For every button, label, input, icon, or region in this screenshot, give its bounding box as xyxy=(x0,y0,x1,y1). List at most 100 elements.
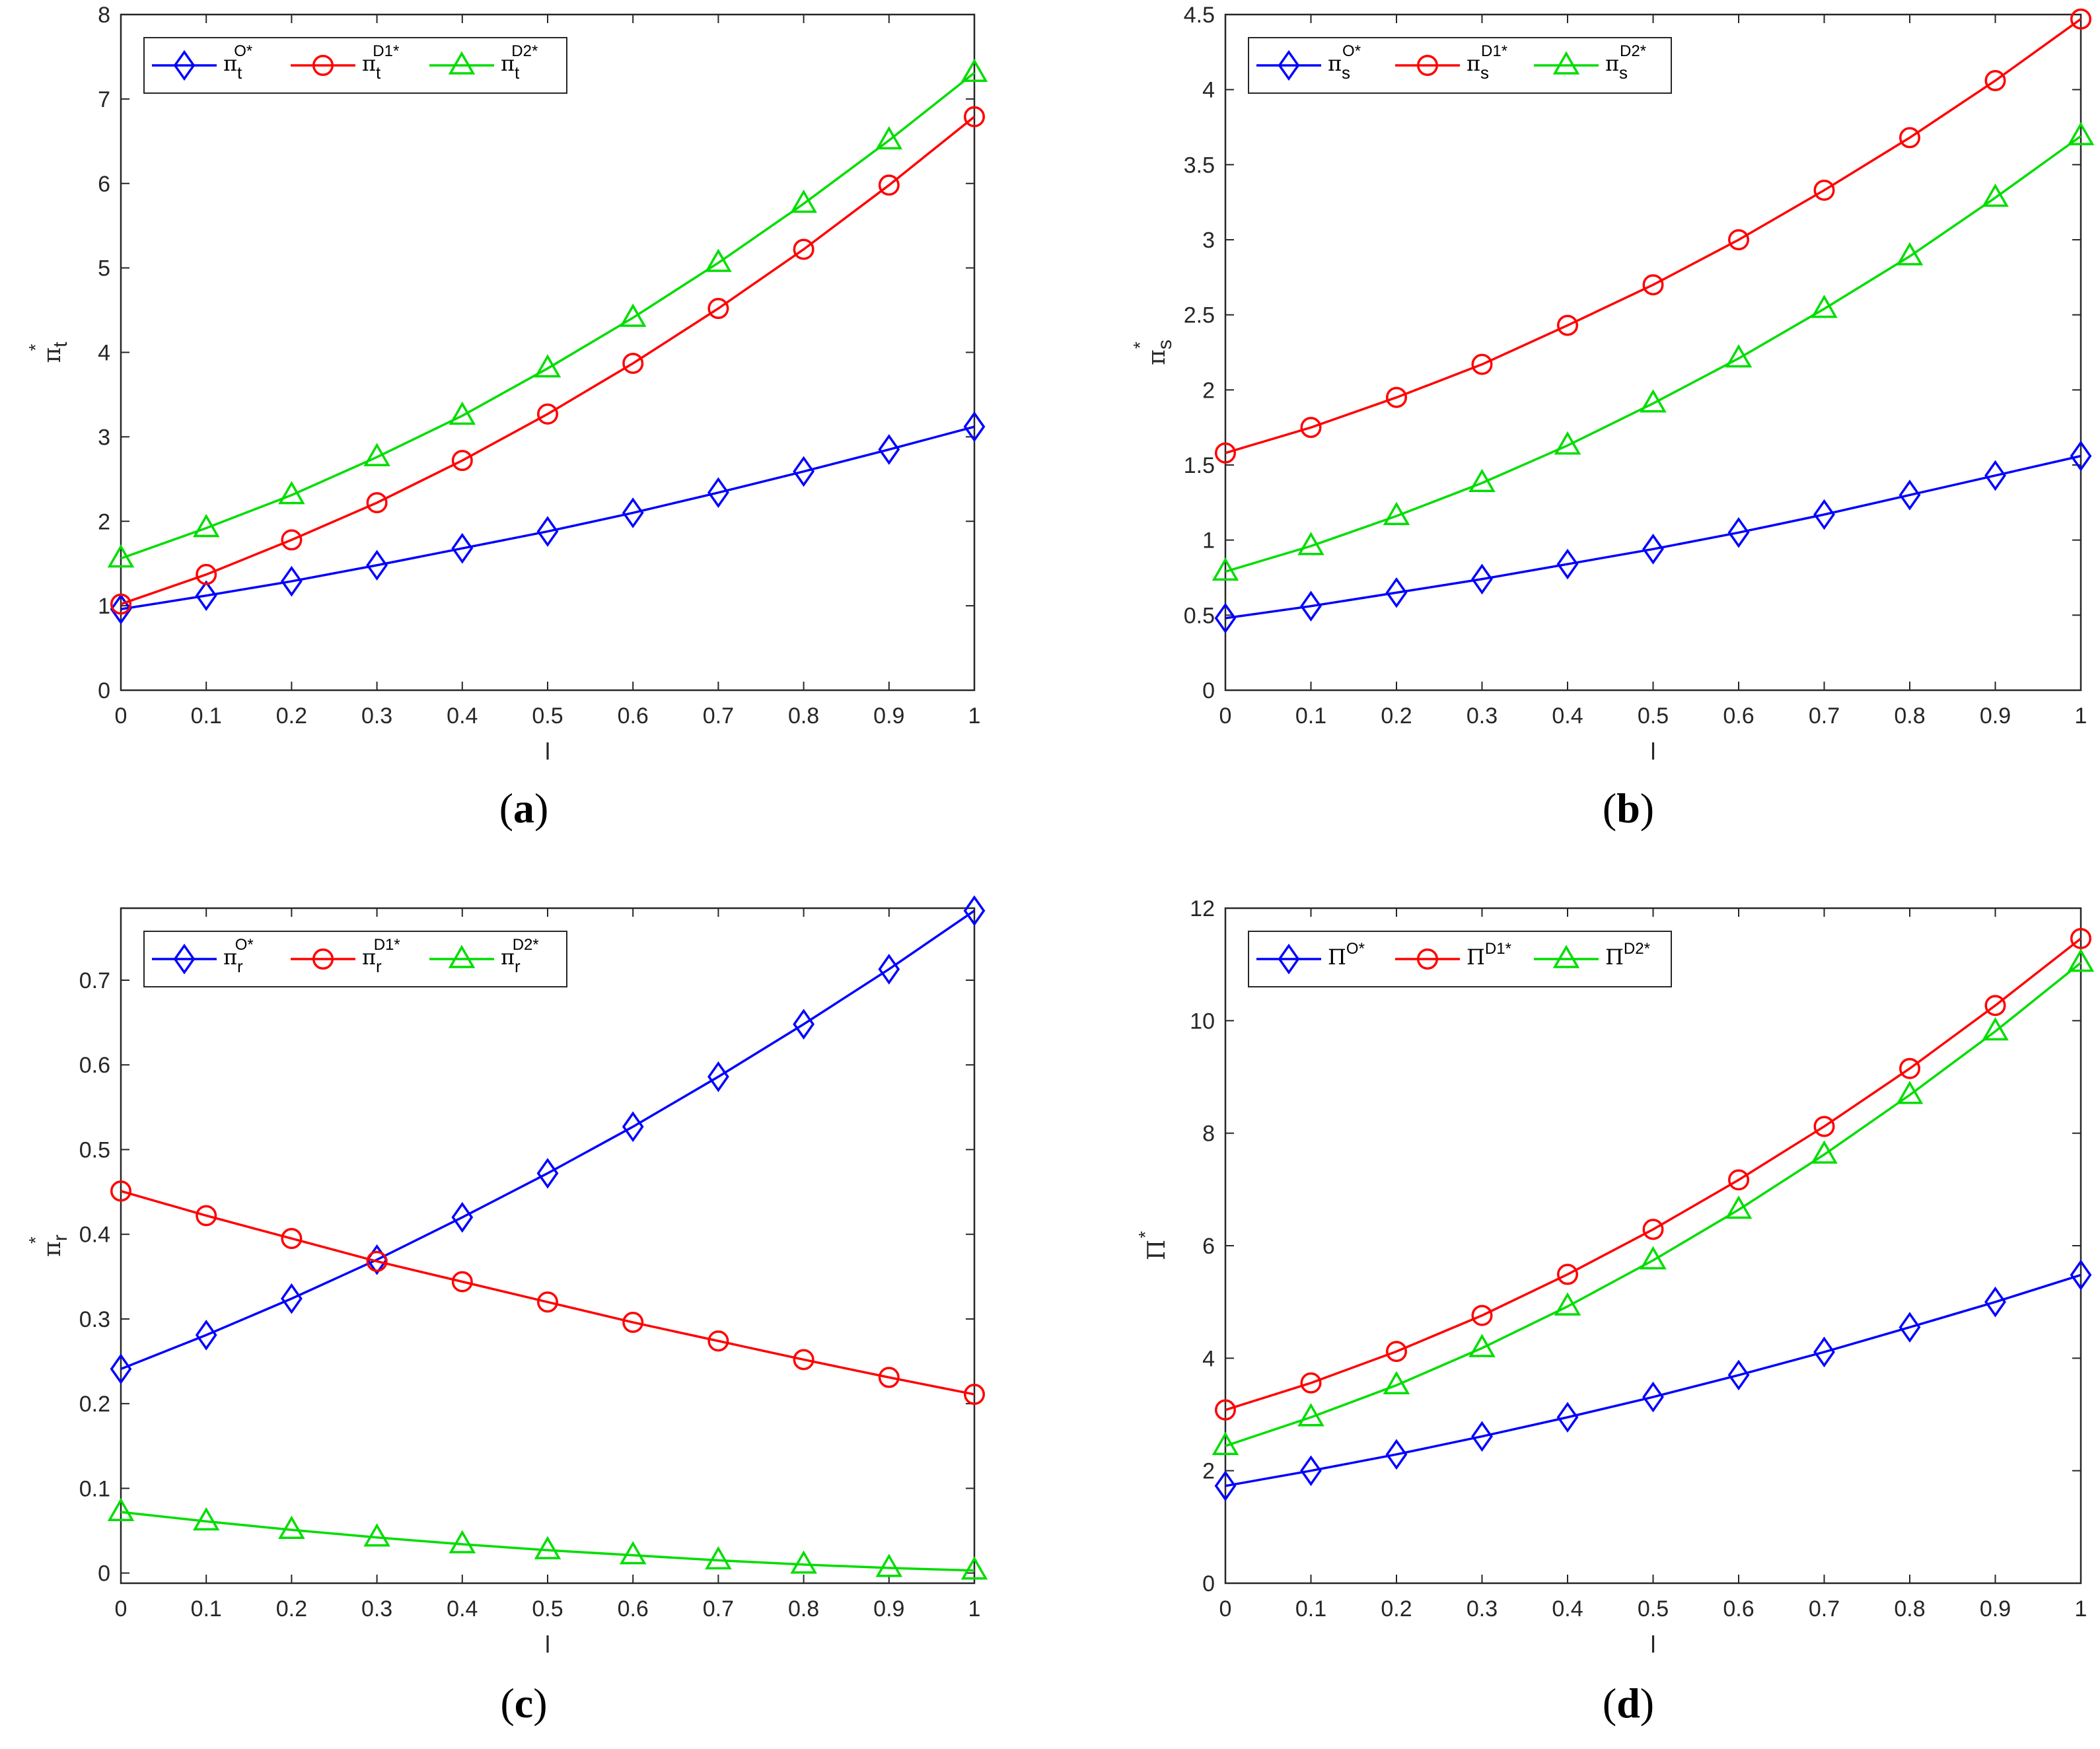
x-tick-label: 1 xyxy=(968,703,981,729)
series-line-O xyxy=(1225,454,2082,620)
panel-caption: (b) xyxy=(1603,785,1654,832)
data-point-D1 xyxy=(1386,386,1407,408)
data-point-O xyxy=(1899,1312,1921,1343)
y-tick-label: 3 xyxy=(98,425,110,450)
data-point-O xyxy=(963,895,986,927)
data-point-D2 xyxy=(1896,242,1924,266)
data-point-O xyxy=(1813,499,1835,530)
data-point-O xyxy=(793,456,815,487)
legend-label-D1: πr D1* xyxy=(362,936,400,976)
y-tick-label: 4 xyxy=(98,341,110,366)
data-point-D2 xyxy=(705,248,732,272)
x-tick-label: 0.4 xyxy=(447,1596,478,1622)
data-point-D1 xyxy=(366,1250,388,1272)
data-point-O xyxy=(1556,548,1579,580)
x-axis-label: l xyxy=(1651,1631,1656,1658)
data-point-D2 xyxy=(875,126,903,150)
legend-label-base: π xyxy=(1328,51,1342,76)
chart-panel-b: 0 0.1 0.2 0.3 0.4 0.5 0.6 0.7 0.8 0.9 1 0 0.5 1 1.5 2 2.… xyxy=(1130,3,2095,832)
plot-area xyxy=(120,907,976,1585)
chart-panel-d: 0 0.1 0.2 0.3 0.4 0.5 0.6 0.7 0.8 0.9 1024681012lΠ… xyxy=(1135,896,2095,1727)
legend-label-base: Π xyxy=(1328,945,1346,970)
legend-label-sub: t xyxy=(237,63,242,83)
legend-label-sup: D2* xyxy=(1624,940,1650,958)
data-point-O xyxy=(793,1009,815,1040)
data-point-D1 xyxy=(1557,314,1578,336)
panel-caption: (a) xyxy=(499,785,549,832)
x-tick-label: 0.5 xyxy=(532,1596,563,1622)
data-point-D2 xyxy=(875,1553,903,1577)
data-point-O xyxy=(878,434,900,465)
data-point-D1 xyxy=(1642,274,1664,296)
y-axis-label: πs * xyxy=(1130,339,1176,365)
y-tick-label: 0.1 xyxy=(79,1476,110,1501)
y-tick-label: 2 xyxy=(1202,378,1215,403)
legend-label-D2: ΠD2* xyxy=(1605,940,1650,970)
data-point-D1 xyxy=(110,593,131,615)
data-point-D2 xyxy=(619,1541,647,1565)
legend-label-D2: πs D2* xyxy=(1605,42,1646,83)
data-point-O xyxy=(1642,534,1664,565)
x-tick-label: 0.2 xyxy=(1381,703,1412,729)
data-point-D1 xyxy=(1899,127,1920,149)
legend: πtO* πtD1* πtD2* xyxy=(143,37,567,94)
x-tick-label: 0.8 xyxy=(788,703,819,729)
y-tick-label: 0.6 xyxy=(79,1053,110,1078)
y-tick-label: 2 xyxy=(1202,1459,1215,1484)
x-tick-label: 0.7 xyxy=(1809,1596,1840,1622)
y-tick-label: 6 xyxy=(1202,1234,1215,1259)
x-tick-label: 0.8 xyxy=(1894,1596,1925,1622)
data-point-D1 xyxy=(451,450,473,472)
y-tick-label: 0.2 xyxy=(79,1392,110,1417)
legend-marker-D1 xyxy=(1417,948,1438,970)
y-axis-label-base: Π xyxy=(1143,1240,1171,1260)
data-point-D1 xyxy=(281,1228,303,1250)
x-tick-label: 0.7 xyxy=(703,1596,734,1622)
legend-label-sub: r xyxy=(515,956,521,976)
legend-label-O: πr O* xyxy=(223,936,254,976)
data-point-O xyxy=(1727,1359,1750,1391)
legend-label-sub: r xyxy=(376,956,382,976)
data-point-D1 xyxy=(1471,353,1493,375)
data-point-D2 xyxy=(1640,389,1667,413)
legend-label-sup: D2* xyxy=(513,936,539,954)
data-point-D2 xyxy=(363,1523,390,1547)
x-tick-label: 0.8 xyxy=(1894,703,1925,729)
data-point-D2 xyxy=(363,443,390,466)
data-point-O xyxy=(1385,1439,1408,1470)
data-point-D2 xyxy=(1297,532,1324,555)
data-point-D2 xyxy=(1554,1292,1581,1316)
data-point-D2 xyxy=(790,189,817,213)
y-axis-label-sup: * xyxy=(25,1236,46,1244)
chart-panel-a: 0 0.1 0.2 0.3 0.4 0.5 0.6 0.7 0.8 0.9 1 0 1 2 3 4 5 6 7 8 l π… xyxy=(25,3,988,832)
y-tick-label: 0.5 xyxy=(79,1137,110,1162)
data-point-D2 xyxy=(1811,1140,1838,1164)
y-tick-label: 2 xyxy=(98,509,110,534)
data-point-D1 xyxy=(366,492,388,514)
x-tick-label: 0.9 xyxy=(1980,703,2011,729)
y-axis-label-sup: * xyxy=(25,343,46,351)
caption-letter: d xyxy=(1616,1680,1640,1727)
y-tick-label: 1.5 xyxy=(1184,453,1215,478)
legend-label-base: π xyxy=(1466,51,1480,76)
data-point-D2 xyxy=(1212,1431,1239,1455)
x-tick-label: 0 xyxy=(115,1596,127,1622)
data-point-O xyxy=(2070,441,2092,472)
legend-marker-D2 xyxy=(1552,945,1580,968)
y-tick-label: 12 xyxy=(1190,896,1215,921)
data-point-D1 xyxy=(707,298,729,320)
data-point-O xyxy=(195,1319,217,1351)
data-point-O xyxy=(963,411,986,443)
x-tick-label: 0.1 xyxy=(1295,1596,1326,1622)
data-point-D1 xyxy=(1984,995,2006,1017)
y-tick-label: 5 xyxy=(98,256,110,281)
caption-letter: c xyxy=(515,1680,533,1727)
legend-label-sup: D2* xyxy=(511,42,538,60)
legend-marker-O xyxy=(1278,50,1300,81)
legend-label-sub: s xyxy=(1619,63,1628,83)
x-axis-label: l xyxy=(545,1631,550,1658)
legend-label-sup: O* xyxy=(234,42,252,60)
y-tick-label: 6 xyxy=(98,172,110,197)
series-line-D2 xyxy=(1225,135,2082,573)
legend-label-base: π xyxy=(362,51,376,76)
